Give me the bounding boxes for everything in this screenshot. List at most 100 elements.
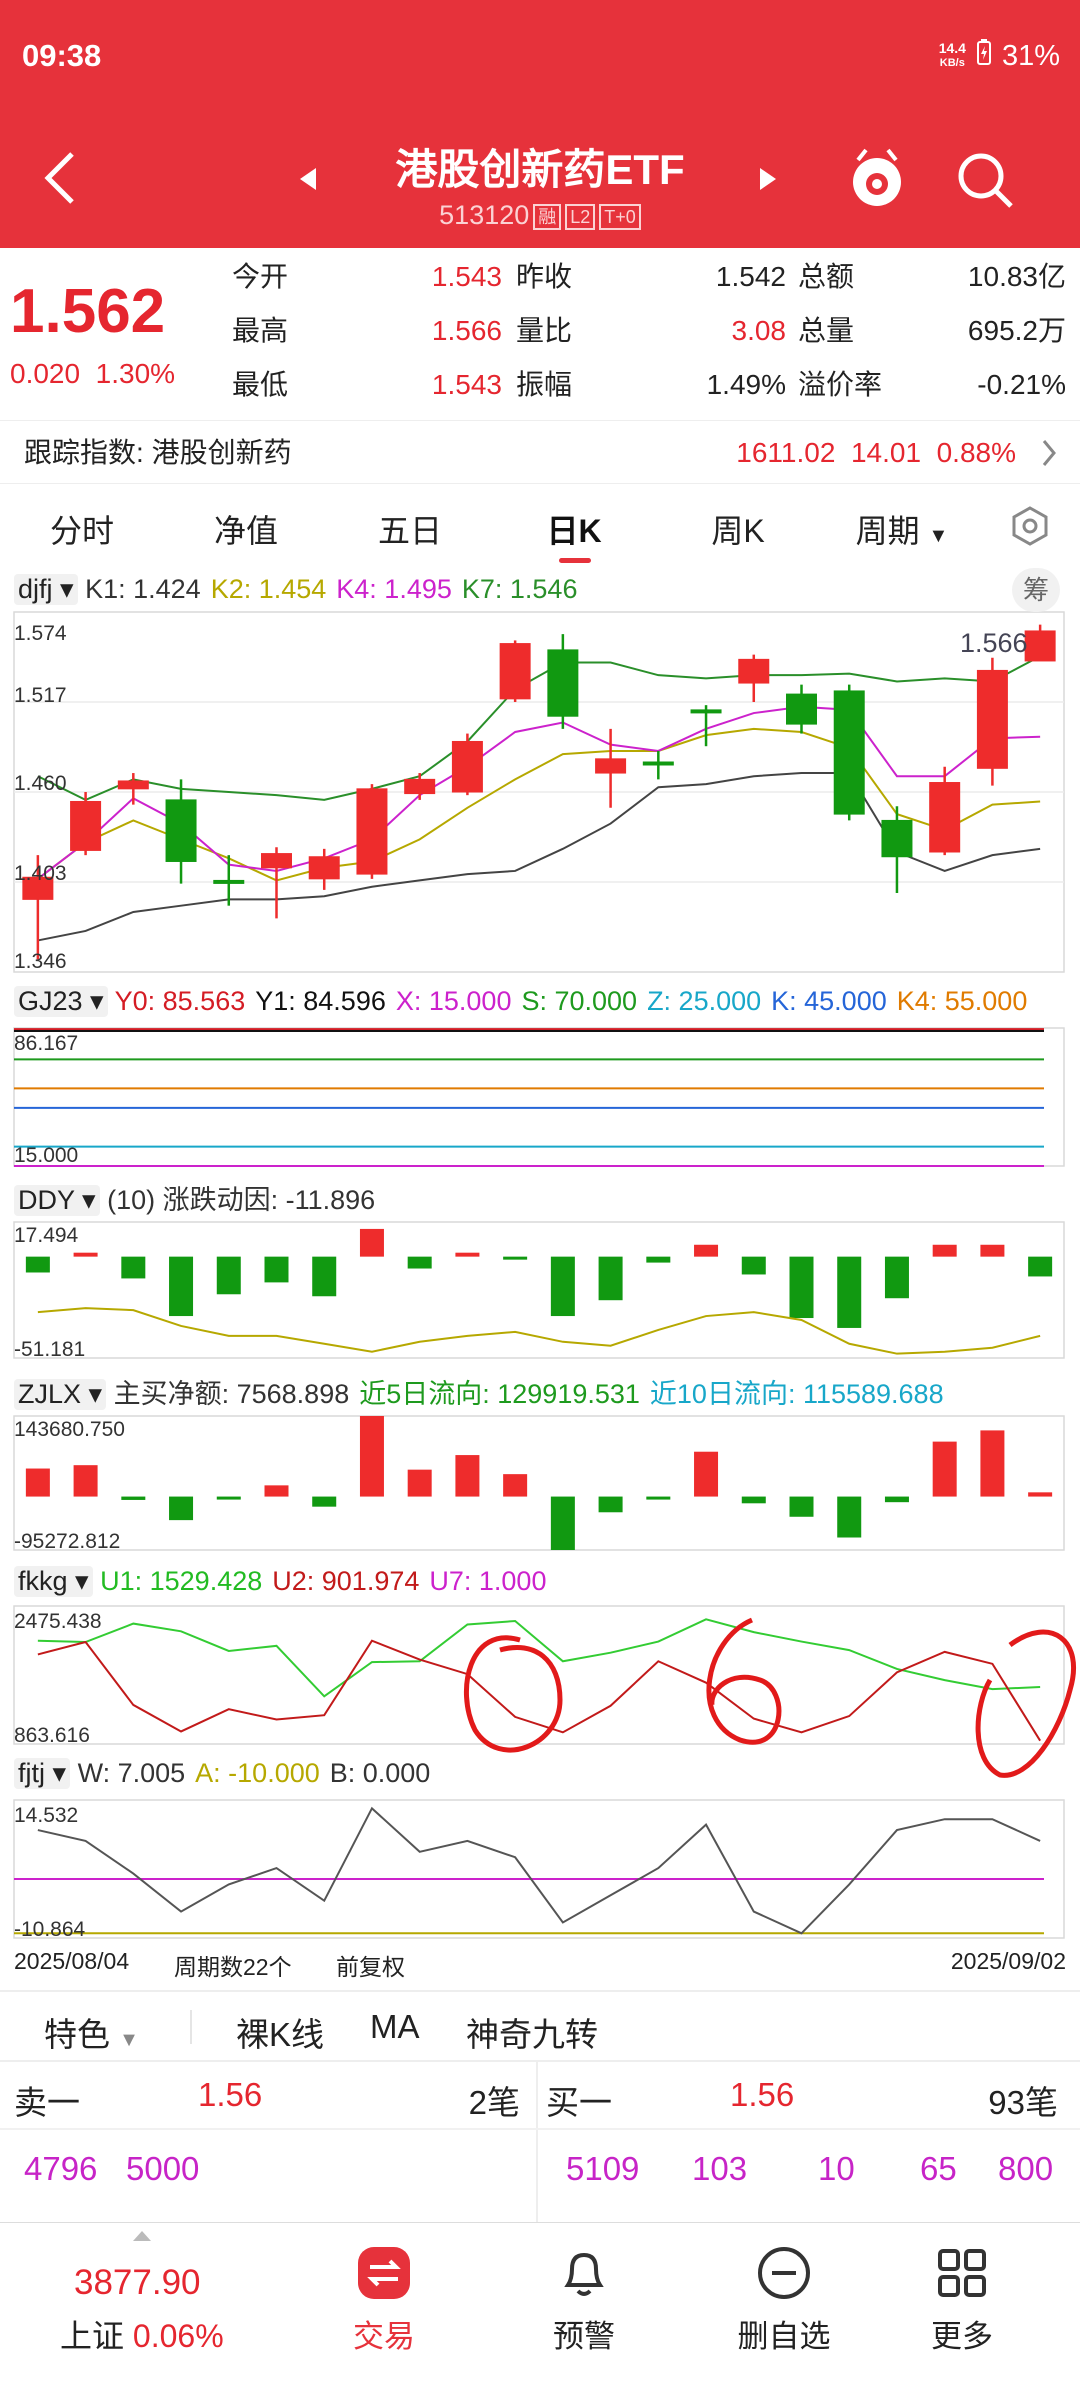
ddy-bar (455, 1252, 480, 1257)
candle-body (451, 740, 483, 793)
fkkg-selector[interactable]: fkkg ▾ (14, 1566, 93, 1597)
djfj-value: K4: 1.495 (336, 574, 452, 604)
expand-up-icon[interactable] (132, 2229, 152, 2247)
kline-chart[interactable] (0, 0, 1080, 2000)
order-book: 卖一 1.56 2笔 买一 1.56 93笔 4796 5000 5109 10… (0, 2060, 1080, 2224)
ddy-bar (169, 1256, 194, 1317)
robot-icon[interactable] (848, 146, 906, 215)
quote-col-2: 昨收 1.542 量比 3.08 振幅 1.49% (516, 261, 786, 400)
index-info[interactable]: 上证 0.06% (60, 2318, 224, 2354)
gj23-value: X: 15.000 (395, 986, 512, 1016)
candle-body (117, 780, 149, 790)
back-icon[interactable] (40, 148, 80, 208)
candle-body (595, 758, 627, 774)
ddy-bar (741, 1256, 766, 1275)
y-tick: 1.460 (14, 772, 67, 795)
zjlx-bar (598, 1496, 623, 1513)
zjlx-legend: ZJLX ▾ 主买净额: 7568.898 近5日流向: 129919.531 近1… (14, 1372, 954, 1411)
buy-volume: 800 (998, 2150, 1054, 2187)
current-price: 1.562 (10, 277, 166, 346)
ddy-bar (1028, 1256, 1053, 1277)
zjlx-value: 近10日流向: 115589.688 (649, 1379, 944, 1409)
candle-body (833, 690, 865, 815)
djfj-value: K1: 1.424 (85, 574, 201, 604)
y-tick: 15.000 (14, 1144, 79, 1167)
candle-body (308, 856, 340, 880)
tab-daily-k[interactable]: 日K (514, 506, 634, 563)
candle-body (499, 643, 531, 700)
magic-nine-button[interactable]: 神奇九转 (466, 2016, 598, 2053)
candle-body (165, 799, 197, 862)
naked-k-button[interactable]: 裸K线 (236, 2016, 325, 2053)
candle-body (261, 853, 292, 869)
prev-stock-icon[interactable] (298, 166, 318, 197)
y-tick: 86.167 (14, 1032, 79, 1055)
zjlx-bar (980, 1430, 1005, 1497)
tab-five-day[interactable]: 五日 (377, 513, 442, 549)
sell-volume: 4796 (24, 2150, 98, 2187)
stock-code-line: 513120 融 L2 T+0 (0, 200, 1080, 231)
search-icon[interactable] (955, 150, 1015, 215)
y-tick: 17.494 (14, 1224, 79, 1247)
gj23-selector[interactable]: GJ23 ▾ (14, 986, 108, 1017)
djfj-legend: djfj ▾ K1: 1.424 K2: 1.454 K4: 1.495 K7: 1.… (14, 574, 587, 605)
ma-line-k1 (37, 772, 1041, 942)
margin-tag: 融 (533, 203, 562, 230)
zjlx-bar (455, 1455, 480, 1497)
ddy-bar (837, 1256, 862, 1328)
fjtj-selector[interactable]: fjtj ▾ (14, 1758, 71, 1789)
ddy-selector[interactable]: DDY ▾ (14, 1185, 100, 1216)
candle-body (356, 788, 388, 875)
y-tick: -95272.812 (14, 1530, 121, 1553)
tracking-values: 1611.02 14.01 0.88% (736, 437, 1016, 468)
tab-intraday[interactable]: 分时 (49, 513, 114, 549)
zjlx-bar (73, 1465, 98, 1497)
trade-icon (358, 2247, 410, 2299)
fjtj-w-line (37, 1806, 1041, 1935)
level2-tag: L2 (565, 203, 596, 230)
djfj-selector[interactable]: djfj ▾ (14, 574, 78, 605)
chips-button[interactable]: 筹 (1012, 568, 1060, 612)
ddy-bar (932, 1244, 957, 1257)
nav-more[interactable]: 更多 (892, 2243, 1032, 2356)
fjtj-value: B: 0.000 (329, 1758, 431, 1788)
ddy-value: (10) 涨跌动因: -11.896 (107, 1185, 376, 1215)
nav-trade[interactable]: 交易 (314, 2243, 454, 2356)
ma-line-k2 (37, 727, 1041, 882)
tab-period-dropdown[interactable]: 周期 ▼ (855, 513, 949, 549)
ddy-legend: DDY ▾ (10) 涨跌动因: -11.896 (14, 1178, 385, 1217)
ma-button[interactable]: MA (370, 2008, 420, 2045)
candle-body (1024, 630, 1056, 662)
next-stock-icon[interactable] (758, 166, 778, 197)
nav-alert[interactable]: 预警 (514, 2243, 654, 2356)
tab-weekly-k[interactable]: 周K (711, 513, 765, 549)
fjtj-value: A: -10.000 (195, 1758, 320, 1788)
zjlx-bar (216, 1496, 241, 1500)
tab-nav[interactable]: 净值 (213, 513, 278, 549)
fkkg-value: U7: 1.000 (429, 1566, 547, 1596)
gj23-legend: GJ23 ▾ Y0: 85.563 Y1: 84.596 X: 15.000 S: 7… (14, 986, 1037, 1017)
y-tick: 1.346 (14, 950, 67, 973)
end-date: 2025/09/02 (950, 1948, 1066, 1974)
tracking-index-row[interactable]: 跟踪指数: 港股创新药 1611.02 14.01 0.88% (0, 420, 1080, 484)
sell-label: 卖一 (14, 2084, 80, 2121)
index-value[interactable]: 3877.90 (74, 2263, 201, 2302)
zjlx-bar (550, 1496, 575, 1550)
ddy-bar (407, 1256, 432, 1269)
annotation-circle (706, 1617, 782, 1745)
candle-body (690, 709, 722, 714)
fkkg-value: U1: 1529.428 (100, 1566, 263, 1596)
candle-body (786, 693, 817, 725)
nav-remove-watchlist[interactable]: 删自选 (714, 2243, 854, 2356)
feature-dropdown[interactable]: 特色 ▼ (44, 2016, 139, 2053)
ddy-line (37, 1307, 1041, 1355)
fkkg-u1-line (37, 1618, 1041, 1698)
price-change: 0.020 1.30% (10, 358, 176, 389)
y-tick: 143680.750 (14, 1418, 125, 1441)
fjtj-value: W: 7.005 (77, 1758, 186, 1788)
buy-volume: 10 (818, 2150, 855, 2187)
settings-icon[interactable] (1010, 506, 1050, 554)
zjlx-selector[interactable]: ZJLX ▾ (14, 1379, 107, 1410)
zjlx-bar (503, 1474, 528, 1497)
fjtj-legend: fjtj ▾ W: 7.005 A: -10.000 B: 0.000 (14, 1758, 440, 1789)
